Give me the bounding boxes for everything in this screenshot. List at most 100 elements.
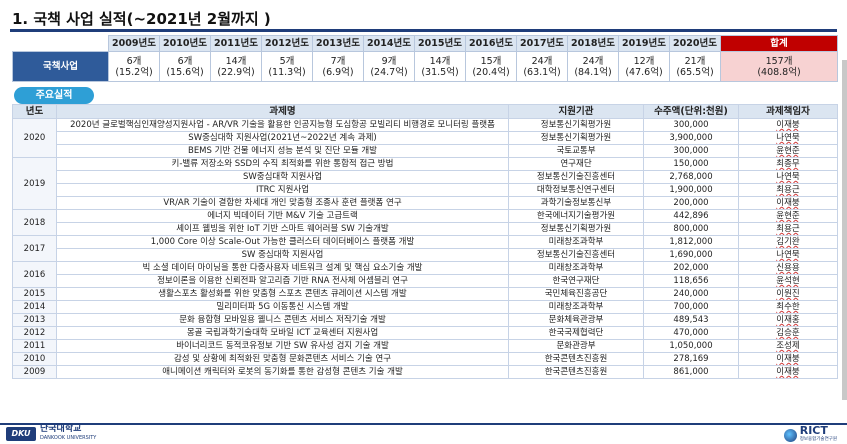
footer-divider	[0, 423, 847, 425]
leader-cell: 윤현준	[738, 209, 838, 223]
project-title-cell: 키-밸류 저장소와 SSD의 수직 최적화를 위한 통합적 접근 방법	[56, 157, 509, 171]
summary-count: 7개	[330, 55, 346, 67]
summary-amount: (65.5억)	[676, 66, 714, 78]
summary-total-count: 157개	[765, 55, 793, 67]
ricti-logo: RICT 정보융합기술연구원	[783, 424, 837, 444]
summary-year-cell: 14개 (31.5억)	[414, 51, 466, 82]
summary-year-header: 2020년도	[669, 35, 721, 52]
project-title-cell: VR/AR 기술이 결합한 차세대 개인 맞춤형 조종사 훈련 플랫폼 연구	[56, 196, 509, 210]
ricti-name: RICT	[799, 424, 828, 437]
summary-year-header: 2012년도	[261, 35, 313, 52]
project-title-cell: ITRC 지원사업	[56, 183, 509, 197]
amount-cell: 1,050,000	[643, 339, 739, 353]
summary-amount: (84.1억)	[574, 66, 612, 78]
project-title-cell: 밀리미터파 5G 이동통신 시스템 개발	[56, 300, 509, 314]
leader-cell: 김기완	[738, 235, 838, 249]
summary-count: 24개	[582, 55, 604, 67]
agency-cell: 한국연구재단	[508, 274, 644, 288]
agency-cell: 미래창조과학부	[508, 261, 644, 275]
project-title-cell: 문화 융합형 모바일용 웰니스 콘텐츠 서비스 저작기술 개발	[56, 313, 509, 327]
summary-amount: (31.5억)	[421, 66, 459, 78]
amount-cell: 800,000	[643, 222, 739, 236]
summary-amount: (15.6억)	[166, 66, 204, 78]
amount-cell: 278,169	[643, 352, 739, 366]
logo-english-name: DANKOOK UNIVERSITY	[40, 435, 97, 441]
project-title-cell: 몽골 국립과학기술대학 모바일 ICT 교육센터 지원사업	[56, 326, 509, 340]
agency-cell: 정보통신기술진흥센터	[508, 248, 644, 262]
summary-total-amount: (408.8억)	[757, 66, 801, 78]
project-title-cell: SW중심대학 지원사업	[56, 170, 509, 184]
table-row: 2013 문화 융합형 모바일용 웰니스 콘텐츠 서비스 저작기술 개발 문화체육관…	[12, 313, 838, 327]
agency-cell: 미래창조과학부	[508, 235, 644, 249]
summary-year-cell: 6개 (15.6억)	[159, 51, 211, 82]
year-cell: 2020	[12, 118, 57, 158]
logo-mark: DKU	[6, 427, 36, 441]
project-title-cell: 생활스포츠 활성화를 위한 맞춤형 스포츠 콘텐츠 큐레이션 시스템 개발	[56, 287, 509, 301]
table-row: 2018 에너지 빅데이터 기반 M&V 기술 고급트랙 한국에너지기술평가원 442…	[12, 209, 838, 236]
project-title-cell: 빅 소셜 데이터 마이닝을 통한 다중사용자 네트워크 설계 및 핵심 요소기술…	[56, 261, 509, 275]
summary-count: 14개	[225, 55, 247, 67]
agency-cell: 한국콘텐츠진흥원	[508, 365, 644, 379]
project-title-cell: 애니메이션 캐릭터와 로봇의 동기화를 통한 감성형 콘텐츠 기술 개발	[56, 365, 509, 379]
table-row: 2020 2020년 글로벌핵심인재양성지원사업 - AR/VR 기술을 활용한 …	[12, 118, 838, 158]
summary-year-header: 2016년도	[465, 35, 517, 52]
summary-table: 2009년도 2010년도 2011년도 2012년도 2013년도 2014년도 2015…	[12, 35, 838, 82]
agency-cell: 문화관광부	[508, 339, 644, 353]
table-row: 2019 키-밸류 저장소와 SSD의 수직 최적화를 위한 통합적 접근 방법 연…	[12, 157, 838, 210]
summary-year-header: 2010년도	[159, 35, 211, 52]
summary-amount: (47.6억)	[625, 66, 663, 78]
header-title: 과제명	[56, 104, 509, 119]
leader-cell: 이원진	[738, 287, 838, 301]
project-title-cell: 에너지 빅데이터 기반 M&V 기술 고급트랙	[56, 209, 509, 223]
leader-cell: 최종무	[738, 157, 838, 171]
project-title-cell: 정보이론을 이용한 신뢰전파 알고리즘 기반 RNA 전사체 어셈블리 연구	[56, 274, 509, 288]
tab-main-achievements[interactable]: 주요실적	[14, 87, 94, 104]
year-cell: 2010	[12, 352, 57, 366]
summary-year-cell: 7개 (6.9억)	[312, 51, 364, 82]
amount-cell: 470,000	[643, 326, 739, 340]
table-row: SW 중심대학 지원사업 정보통신기술진흥센터 1,690,000 나연묵	[13, 248, 838, 262]
leader-cell: 이재붕	[738, 352, 838, 366]
summary-year-cell: 24개 (84.1억)	[567, 51, 619, 82]
summary-year-cell: 12개 (47.6억)	[618, 51, 670, 82]
amount-cell: 240,000	[643, 287, 739, 301]
summary-year-cell: 21개 (65.5억)	[669, 51, 721, 82]
table-row: SW중심대학 지원사업 정보통신기술진흥센터 2,768,000 나연묵	[13, 170, 838, 184]
summary-row-label: 국책사업	[12, 51, 109, 82]
header-amount: 수주액(단위:천원)	[643, 104, 739, 119]
project-title-cell: SW 중심대학 지원사업	[56, 248, 509, 262]
summary-year-cell: 6개 (15.2억)	[108, 51, 160, 82]
summary-corner-cell	[12, 35, 109, 52]
year-cell: 2018	[12, 209, 57, 236]
summary-count: 12개	[633, 55, 655, 67]
agency-cell: 한국국제협력단	[508, 326, 644, 340]
leader-cell: 윤석현	[738, 274, 838, 288]
year-cell: 2015	[12, 287, 57, 301]
summary-amount: (6.9억)	[322, 66, 354, 78]
project-title-cell: BEMS 기반 건물 에너지 성능 분석 및 진단 모듈 개발	[56, 144, 509, 158]
university-logo: DKU 단국대학교 DANKOOK UNIVERSITY	[6, 424, 96, 444]
summary-count: 15개	[480, 55, 502, 67]
year-cell: 2014	[12, 300, 57, 314]
leader-cell: 나연묵	[738, 248, 838, 262]
year-cell: 2012	[12, 326, 57, 340]
year-cell: 2009	[12, 365, 57, 379]
scrollbar[interactable]	[842, 60, 847, 400]
table-row: 2016 빅 소셜 데이터 마이닝을 통한 다중사용자 네트워크 설계 및 핵심 …	[12, 261, 838, 288]
amount-cell: 489,543	[643, 313, 739, 327]
agency-cell: 연구재단	[508, 157, 644, 171]
logo-korean-name: 단국대학교	[40, 424, 82, 434]
leader-cell: 이재홍	[738, 313, 838, 327]
agency-cell: 국민체육진흥공단	[508, 287, 644, 301]
agency-cell: 한국에너지기술평가원	[508, 209, 644, 223]
year-cell: 2011	[12, 339, 57, 353]
agency-cell: 과학기술정보통신부	[508, 196, 644, 210]
leader-cell: 나연묵	[738, 170, 838, 184]
table-row: BEMS 기반 건물 에너지 성능 분석 및 진단 모듈 개발 국토교통부 300,…	[13, 144, 838, 158]
leader-cell: 신용용	[738, 261, 838, 275]
leader-cell: 최용근	[738, 222, 838, 236]
projects-header-row: 년도 과제명 지원기관 수주액(단위:천원) 과제책임자	[12, 104, 838, 119]
project-title-cell: 2020년 글로벌핵심인재양성지원사업 - AR/VR 기술을 활용한 인공지능…	[56, 118, 509, 132]
agency-cell: 정보통신기술진흥센터	[508, 170, 644, 184]
